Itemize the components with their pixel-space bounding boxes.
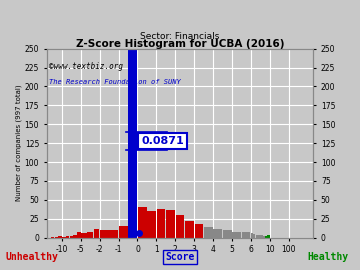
Bar [73, 235, 77, 238]
Bar [147, 211, 156, 238]
Bar [176, 215, 184, 238]
Bar [232, 232, 241, 238]
Bar [253, 234, 256, 238]
Bar [166, 210, 175, 238]
Bar [66, 236, 69, 238]
Bar [100, 230, 118, 238]
Bar [58, 236, 62, 238]
Title: Z-Score Histogram for UCBA (2016): Z-Score Histogram for UCBA (2016) [76, 39, 284, 49]
Bar [204, 227, 213, 238]
Bar [251, 233, 253, 238]
Bar [138, 207, 147, 238]
Bar [77, 232, 81, 238]
Bar [51, 237, 54, 238]
Bar [263, 236, 265, 238]
Bar [242, 232, 251, 238]
Text: Unhealthy: Unhealthy [6, 252, 59, 262]
Text: 0.0871: 0.0871 [141, 136, 184, 146]
Text: Healthy: Healthy [307, 252, 348, 262]
Bar [265, 236, 267, 238]
Bar [69, 236, 73, 238]
Bar [54, 237, 58, 238]
Bar [258, 235, 260, 238]
Bar [256, 235, 258, 238]
Y-axis label: Number of companies (997 total): Number of companies (997 total) [15, 85, 22, 201]
Bar [267, 235, 270, 238]
Bar [119, 226, 128, 238]
Bar [260, 235, 262, 238]
Bar [213, 228, 222, 238]
Bar [185, 221, 194, 238]
Bar [129, 49, 137, 238]
Text: ©www.textbiz.org: ©www.textbiz.org [49, 62, 123, 71]
Text: The Research Foundation of SUNY: The Research Foundation of SUNY [49, 79, 181, 85]
Bar [87, 232, 93, 238]
Bar [94, 228, 99, 238]
Text: Score: Score [165, 252, 195, 262]
Bar [81, 233, 87, 238]
Bar [194, 224, 203, 238]
Bar [62, 237, 66, 238]
Text: Sector: Financials: Sector: Financials [140, 32, 220, 41]
Bar [157, 209, 166, 238]
Bar [223, 230, 231, 238]
